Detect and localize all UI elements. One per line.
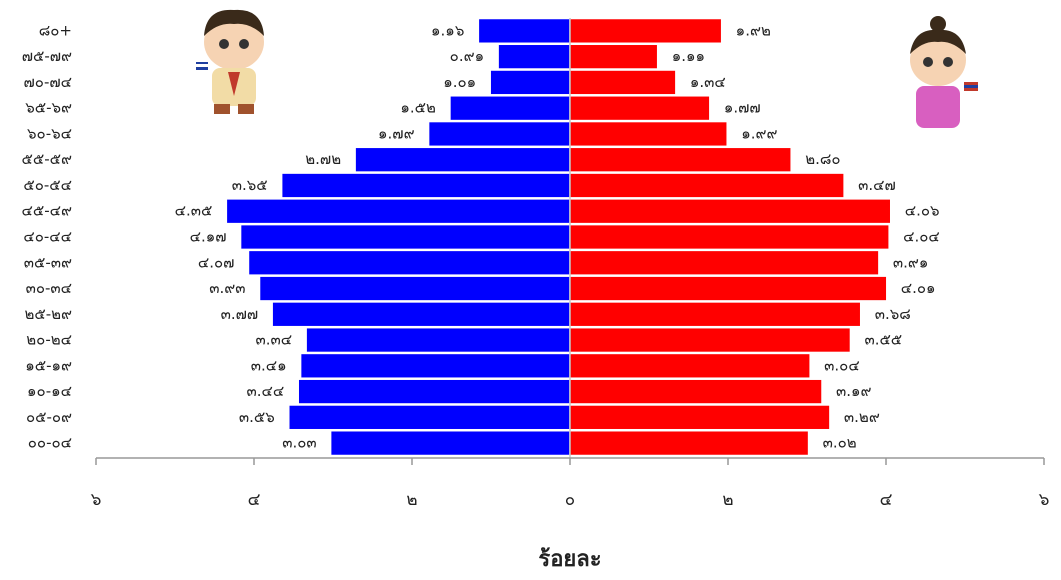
bar [569,378,823,405]
y-tick-label: ๕๕-๕๙ [22,150,72,168]
value-label: ๑.๑๑ [672,47,705,65]
value-label: ๓.๐๒ [823,434,857,452]
girl-illustration [910,16,978,128]
x-axis-title: ร้อยละ [538,547,601,572]
bar [569,352,811,379]
value-label: ๑.๙๙ [741,124,777,142]
value-label: ๓.๖๕ [232,176,268,194]
y-tick-label: ๑๕-๑๙ [25,356,72,374]
bar [449,95,571,122]
value-label: ๔.๐๖ [905,202,940,220]
bar [299,352,571,379]
value-label: ๓.๖๘ [875,305,911,323]
value-label: ๑.๑๖ [431,21,464,39]
value-label: ๓.๕๕ [864,331,902,349]
y-tick-label: ๓๕-๓๙ [24,253,72,271]
value-label: ๓.๙๑ [893,253,929,271]
y-tick-label: ๕๐-๕๔ [23,176,72,194]
x-tick-label: ๒ [406,490,417,510]
y-tick-label: ๒๐-๒๔ [26,331,72,349]
y-tick-label: ๗๕-๗๙ [22,47,72,65]
x-tick-label: ๖ [1039,490,1050,510]
y-tick-label: ๓๐-๓๔ [26,279,72,297]
y-tick-label: ๘๐+ [39,21,72,39]
bar [569,249,880,276]
bar [569,404,831,431]
y-tick-label: ๐๐-๐๔ [28,434,72,452]
bar [271,301,571,328]
y-tick-label: ๐๕-๐๙ [26,408,72,426]
value-label: ๓.๓๔ [255,331,292,349]
bar [354,146,571,173]
y-tick-label: ๔๕-๔๙ [22,202,72,220]
bar [569,146,792,173]
x-tick-label: ๔ [248,490,261,510]
bar [329,429,571,457]
value-label: ๓.๙๓ [209,279,245,297]
bar [305,326,571,354]
bar [288,404,571,431]
value-label: ๓.๒๙ [844,408,880,426]
bar [569,198,892,225]
value-label: ๑.๓๔ [690,73,726,91]
value-label: ๓.๐๓ [282,434,316,452]
boy-illustration [196,9,264,114]
value-label: ๔.๓๕ [175,202,213,220]
bar [477,17,571,45]
bar [280,172,571,199]
bar [569,43,659,70]
x-tick-label: ๖ [91,490,102,510]
bar [569,275,888,302]
bar [225,198,571,225]
value-label: ๓.๑๙ [836,382,872,400]
y-tick-label: ๔๐-๔๔ [23,228,72,246]
bar [569,223,890,251]
bar [258,275,571,302]
bar [247,249,571,276]
value-label: ๒.๗๒ [305,150,341,168]
bar [569,326,852,354]
value-label: ๑.๕๒ [400,99,436,117]
bar [569,69,677,96]
value-label: ๓.๔๔ [247,382,285,400]
bar [427,120,571,148]
bar [569,120,728,148]
x-tick-label: ๐ [565,490,575,510]
bar [569,301,862,328]
value-label: ๔.๑๗ [190,228,227,246]
value-label: ๑.๗๗ [724,99,761,117]
bar [497,43,571,70]
x-tick-label: ๒ [722,490,733,510]
bar [569,95,711,122]
bar [569,17,723,45]
bar [569,429,810,457]
bar [297,378,571,405]
value-label: ๓.๐๔ [824,356,860,374]
y-tick-label: ๒๕-๒๙ [24,305,72,323]
y-tick-label: ๖๕-๖๙ [25,99,72,117]
bar [489,69,571,96]
value-label: ๓.๔๗ [858,176,896,194]
value-label: ๔.๐๔ [903,228,940,246]
value-label: ๐.๙๑ [450,47,484,65]
value-label: ๑.๗๙ [378,124,415,142]
y-tick-label: ๑๐-๑๔ [27,382,72,400]
value-label: ๑.๐๑ [443,73,476,91]
value-label: ๓.๔๑ [251,356,287,374]
y-tick-label: ๖๐-๖๔ [27,124,72,142]
value-label: ๓.๗๗ [221,305,259,323]
value-label: ๓.๕๖ [239,408,275,426]
bar [239,223,571,251]
value-label: ๔.๐๗ [198,253,235,271]
value-label: ๒.๘๐ [805,150,840,168]
value-label: ๔.๐๑ [901,279,936,297]
x-tick-label: ๔ [880,490,893,510]
bar [569,172,845,199]
value-label: ๑.๙๒ [736,21,771,39]
y-tick-label: ๗๐-๗๔ [24,73,72,91]
